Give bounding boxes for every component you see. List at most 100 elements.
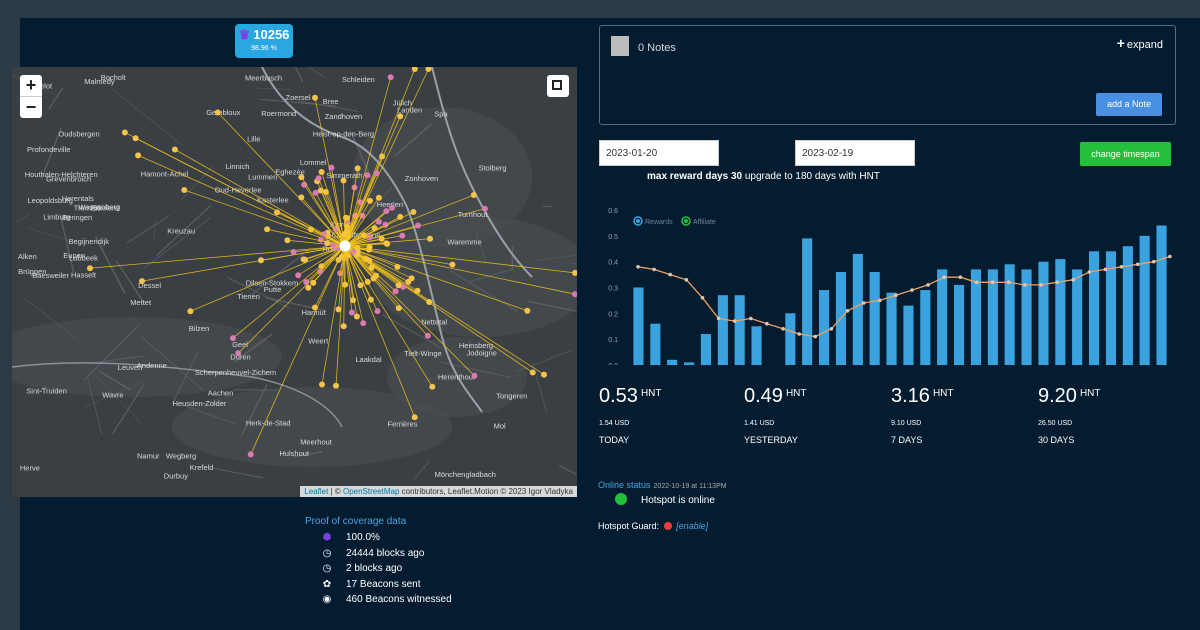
witness-line [344, 245, 429, 337]
fullscreen-button[interactable] [547, 75, 569, 97]
average-point [1039, 283, 1043, 287]
place-label: Putte [264, 285, 282, 294]
witness-dot [411, 67, 418, 72]
end-date-input[interactable]: 2023-02-19 [795, 140, 915, 166]
reward-bar [903, 305, 914, 365]
average-point [974, 280, 979, 285]
coverage-map[interactable]: Turnhout Hamont-Achel Limburg Krefeld Nettet… [12, 67, 577, 497]
witness-dot [258, 257, 264, 264]
map-canvas[interactable]: Turnhout Hamont-Achel Limburg Krefeld Nettet… [12, 67, 577, 497]
witness-line [344, 221, 380, 247]
reward-bar [650, 323, 661, 365]
place-label: Beringen [62, 213, 92, 222]
terrain-shape [352, 107, 532, 247]
place-label: Weert [308, 336, 329, 345]
y-tick-label: 0.1 [608, 337, 618, 344]
witness-dot [529, 369, 536, 376]
witness-line [89, 245, 346, 269]
road-line [38, 385, 47, 393]
witness-line [344, 211, 414, 247]
witness-dot [187, 308, 194, 315]
rank-value: 10256 [253, 27, 290, 42]
place-label: Baesweiler [32, 271, 69, 280]
crown-icon: ♛ [238, 27, 251, 42]
zoom-out-button[interactable]: − [25, 97, 37, 117]
witness-dot [312, 304, 318, 311]
reward-bar [734, 295, 745, 365]
reward-bar [1089, 251, 1100, 365]
place-label: Herentals [62, 194, 94, 203]
expand-label: expand [1126, 39, 1163, 51]
reward-bar [684, 362, 695, 365]
stat-unit: HNT [640, 388, 662, 399]
witness-dot [330, 243, 337, 249]
poc-beacons-witnessed: 460 Beacons witnessed [346, 594, 452, 606]
witness-dot [340, 323, 347, 330]
place-label: Heist-op-den-Berg [313, 129, 374, 138]
place-label: Tongeren [496, 392, 527, 401]
place-label: Begijnendijk [69, 237, 110, 246]
reward-bar [920, 290, 931, 365]
place-label: Meerbusch [245, 74, 282, 83]
place-label: Zoersel [286, 93, 311, 102]
witness-line [190, 245, 346, 312]
witness-dot [364, 172, 371, 179]
reward-bar [1021, 269, 1032, 365]
place-label: Bilzen [189, 324, 209, 333]
average-point [716, 316, 721, 321]
reward-bar [667, 359, 678, 365]
place-label: Durbuy [164, 471, 188, 480]
poc-item-beacons-sent: ✿ 17 Beacons sent [320, 577, 452, 593]
witness-dot [317, 236, 324, 243]
witness-line [344, 245, 433, 387]
place-label: Herk-de-Stad [246, 418, 291, 427]
leaflet-link[interactable]: Leaflet [304, 487, 329, 496]
place-label: Alken [18, 252, 37, 261]
witness-dot [471, 372, 478, 379]
average-point [1135, 262, 1140, 267]
guard-enable-link[interactable]: [enable] [676, 521, 709, 531]
stat-value: 0.53 [599, 385, 638, 407]
witness-line [344, 200, 371, 247]
road-line [475, 232, 487, 261]
start-date-input[interactable]: 2023-01-20 [599, 140, 719, 166]
eye-icon: ◉ [322, 594, 332, 606]
witness-dot [171, 146, 178, 153]
average-point [958, 275, 963, 279]
add-note-button[interactable]: add a Note [1096, 93, 1162, 116]
witness-line [232, 245, 346, 339]
witness-dot [375, 194, 382, 201]
road-line [558, 465, 577, 476]
witness-dot [312, 189, 319, 196]
place-label: Oudsbergen [58, 130, 99, 139]
rewards-chart[interactable]: 0.0 0.1 0.2 0.3 0.4 0.5 0.6 Rewards Affiliate [590, 185, 1180, 365]
witness-dot [328, 164, 335, 171]
poc-item-percent: ⬢ 100.0% [320, 530, 452, 546]
reward-bar [633, 287, 644, 365]
average-point [829, 327, 834, 331]
average-point [1119, 265, 1124, 269]
witness-dot [357, 199, 364, 206]
witness-line [344, 245, 576, 295]
place-label: Malmedy [84, 77, 115, 86]
legend-marker [681, 216, 691, 226]
average-point [1006, 280, 1011, 285]
expand-button[interactable]: + expand [1117, 35, 1163, 51]
road-line [293, 450, 323, 458]
reward-bar [751, 326, 762, 365]
witness-dot [87, 265, 93, 272]
road-line [115, 260, 144, 303]
place-label: Meerhout [300, 438, 333, 447]
reward-days: 30 [730, 171, 743, 182]
reward-bar [700, 334, 711, 365]
average-point [990, 280, 995, 285]
average-point [1103, 267, 1108, 272]
average-point [668, 272, 672, 277]
zoom-in-button[interactable]: + [20, 75, 42, 97]
change-timespan-button[interactable]: change timespan [1080, 142, 1171, 166]
place-label: Lummen [248, 173, 277, 182]
stat-value: 0.49 [744, 385, 783, 407]
witness-line [174, 149, 346, 247]
witness-dot [354, 165, 361, 172]
osm-link[interactable]: OpenStreetMap [342, 487, 400, 496]
